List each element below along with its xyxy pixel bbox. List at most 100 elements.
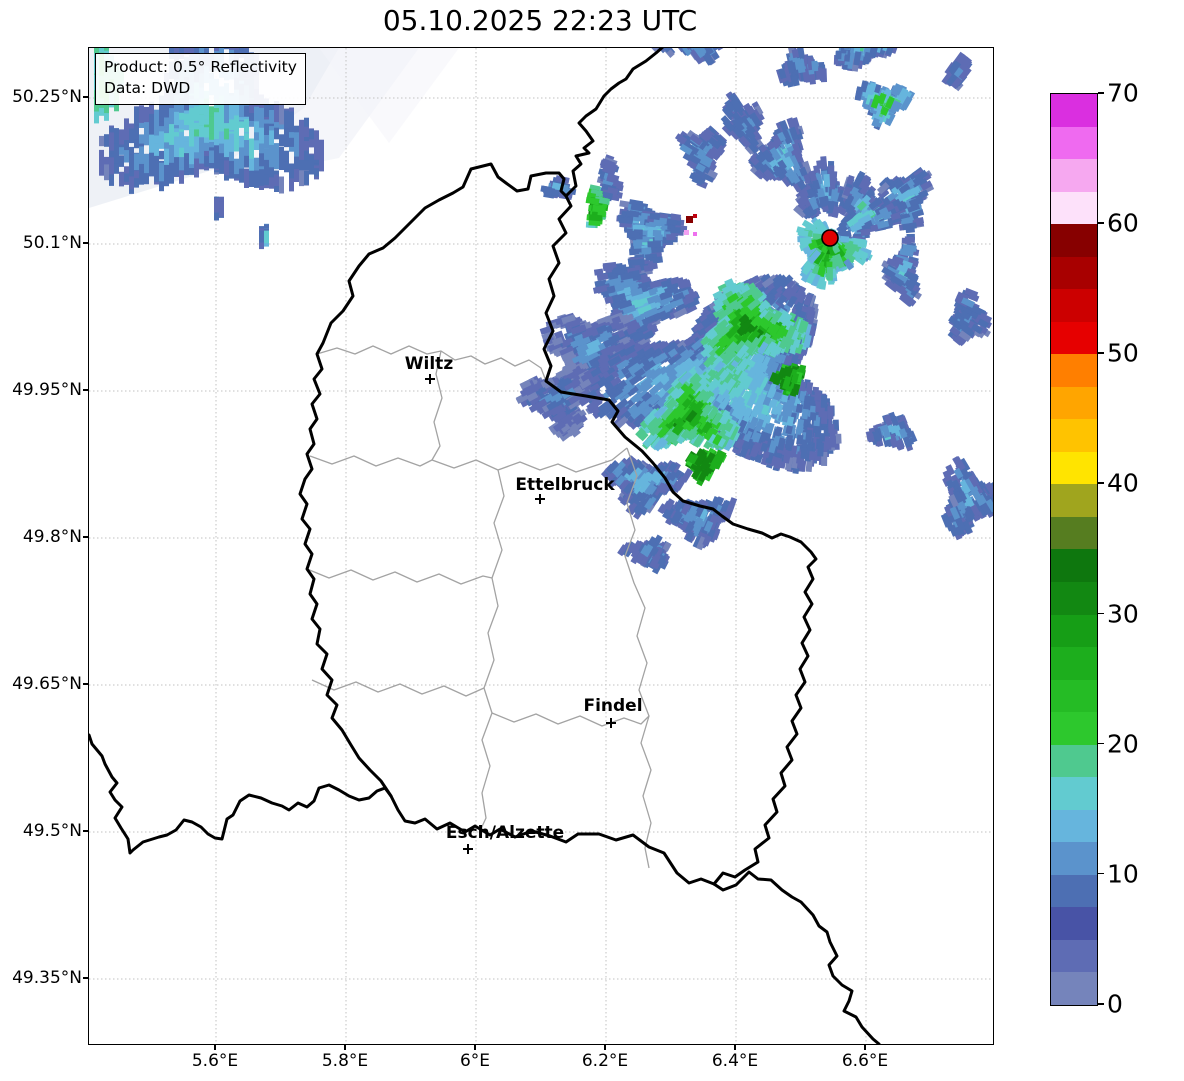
city-plus-icon [606,718,616,728]
city-label: Esch/Alzette [446,823,564,843]
city-marker: Wiltz [405,354,454,384]
district-border [311,679,485,697]
colorbar-tick-label: 70 [1107,78,1139,108]
clutter-pixel [693,232,697,236]
product-info-line1: Product: 0.5° Reflectivity [104,58,297,76]
country-border [712,870,881,1044]
x-axis-tick [474,1045,476,1050]
colorbar-tick [1098,1003,1104,1005]
colorbar-band [1051,907,1097,940]
y-axis-tick-label: 50.25°N [12,87,82,107]
y-axis-tick-label: 49.95°N [12,380,82,400]
x-axis-tick [604,1045,606,1050]
district-border [431,350,443,461]
district-border [491,712,650,727]
city-plus-icon [463,844,473,854]
x-axis-tick-label: 5.8°E [321,1051,369,1071]
colorbar-band [1051,386,1097,420]
district-border [309,447,628,473]
colorbar-tick [1098,612,1104,615]
city-plus-icon [535,494,545,504]
clutter-pixel [684,230,689,235]
colorbar-tick [1098,352,1104,354]
city-plus-icon [425,374,435,384]
radar-echoes [94,48,993,575]
colorbar-band [1051,614,1097,648]
clutter-pixel [686,216,693,223]
colorbar-tick-label: 30 [1107,599,1139,629]
colorbar-band [1051,777,1097,810]
y-axis-tick [83,977,88,979]
colorbar-band [1051,159,1097,192]
city-marker: Findel [583,696,643,728]
y-axis-tick [83,242,88,244]
colorbar-tick [1098,872,1104,875]
attenuation-haze [319,48,459,143]
district-border [306,568,493,585]
colorbar-band [1051,549,1097,582]
x-axis-tick [214,1045,216,1050]
country-border [564,48,664,198]
colorbar-band [1051,874,1097,908]
country-border [542,194,818,886]
colorbar-band [1051,809,1097,843]
colorbar-band [1051,972,1097,1005]
radar-map-canvas: Wiltz Ettelbruck Findel Esch/Alzette [89,48,993,1044]
colorbar-tick [1098,742,1104,745]
y-axis-tick [83,830,88,832]
colorbar-band [1051,224,1097,257]
colorbar-band [1051,516,1097,550]
clutter-pixel [689,224,693,228]
x-axis-tick-label: 6.6°E [841,1051,889,1071]
map-plot-area: Wiltz Ettelbruck Findel Esch/Alzette Produc… [88,47,994,1045]
colorbar-band [1051,484,1097,517]
colorbar-band [1051,842,1097,875]
colorbar-band [1051,256,1097,290]
city-label: Wiltz [405,354,454,374]
colorbar-band [1051,647,1097,680]
x-axis-tick-label: 6.4°E [711,1051,759,1071]
colorbar-band [1051,191,1097,225]
y-axis-tick [83,683,88,685]
colorbar-tick-label: 0 [1107,989,1123,1019]
city-label: Findel [583,696,642,716]
colorbar-tick [1098,482,1104,485]
colorbar-band [1051,94,1097,127]
x-axis-tick [734,1045,736,1050]
district-border [316,345,547,382]
x-axis-tick [864,1045,866,1050]
y-axis-tick-label: 49.8°N [22,527,82,547]
colorbar-tick [1098,222,1104,224]
colorbar-band [1051,321,1097,355]
colorbar-band [1051,679,1097,713]
colorbar-band [1051,451,1097,485]
colorbar-band [1051,744,1097,778]
colorbar-band [1051,289,1097,322]
y-axis-tick [83,96,88,98]
city-label: Ettelbruck [515,475,615,495]
y-axis-tick-label: 49.65°N [12,674,82,694]
colorbar-tick-label: 50 [1107,338,1139,368]
colorbar-band [1051,419,1097,452]
country-border [298,162,568,798]
colorbar-tick-label: 20 [1107,729,1139,759]
x-axis-tick-label: 5.6°E [191,1051,239,1071]
country-border [89,733,716,886]
colorbar-band [1051,126,1097,160]
colorbar [1050,93,1098,1006]
x-axis-tick-label: 6.2°E [581,1051,629,1071]
y-axis-tick-label: 50.1°N [22,233,82,253]
product-info-box: Product: 0.5° Reflectivity Data: DWD [95,53,306,105]
city-marker: Esch/Alzette [446,823,564,854]
district-border [479,469,505,832]
y-axis-tick-label: 49.35°N [12,968,82,988]
product-info-line2: Data: DWD [104,79,191,97]
city-marker: Ettelbruck [515,475,615,504]
colorbar-band [1051,712,1097,745]
colorbar-tick-label: 60 [1107,208,1139,238]
colorbar-tick [1098,92,1104,94]
y-axis-tick [83,389,88,391]
radar-site-marker [821,229,839,247]
page-title: 05.10.2025 22:23 UTC [382,4,698,37]
